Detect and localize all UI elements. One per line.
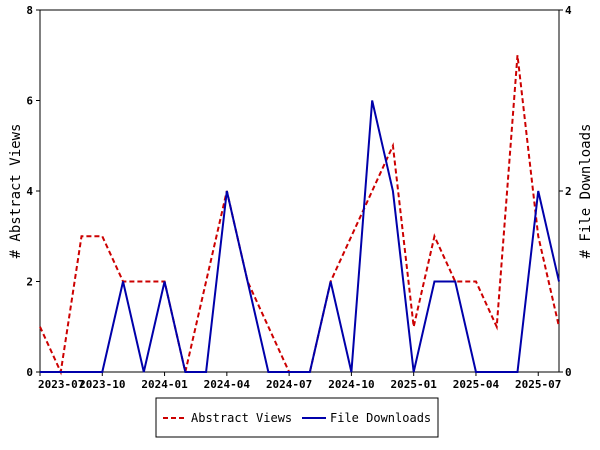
- x-tick-label: 2025-07: [515, 378, 561, 391]
- x-tick-label: 2024-04: [204, 378, 251, 391]
- y-tick-label: 0: [26, 366, 33, 379]
- series-group: [39, 55, 560, 376]
- y-tick-label: 6: [26, 95, 33, 108]
- legend-label-file-downloads: File Downloads: [330, 411, 431, 425]
- x-tick-label: 2025-04: [453, 378, 500, 391]
- y-tick-label: 8: [26, 4, 33, 17]
- x-tick-label: 2023-07: [38, 378, 84, 391]
- y-tick-label: 4: [26, 185, 33, 198]
- legend: Abstract Views File Downloads: [155, 397, 439, 438]
- y-tick-label: 2: [26, 276, 33, 289]
- x-tick-label: 2024-01: [141, 378, 188, 391]
- legend-label-abstract-views: Abstract Views: [191, 411, 292, 425]
- x-tick-label: 2025-01: [391, 378, 438, 391]
- x-tick-label: 2024-07: [266, 378, 312, 391]
- x-tick-label: 2024-10: [328, 378, 374, 391]
- series-line-file-downloads: [40, 100, 560, 373]
- plot-area: [39, 9, 560, 373]
- x-tick-label: 2023-10: [79, 378, 125, 391]
- y2-tick-label: 4: [565, 4, 572, 17]
- legend-box: [155, 397, 439, 438]
- axis-ticks: [36, 9, 563, 376]
- y2-axis-title: # File Downloads: [578, 124, 594, 259]
- y2-tick-label: 0: [565, 366, 572, 379]
- y2-tick-label: 2: [565, 185, 572, 198]
- y-axis-title: # Abstract Views: [8, 124, 24, 259]
